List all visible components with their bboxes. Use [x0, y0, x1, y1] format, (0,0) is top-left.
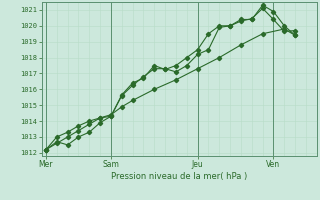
X-axis label: Pression niveau de la mer( hPa ): Pression niveau de la mer( hPa ): [111, 172, 247, 181]
